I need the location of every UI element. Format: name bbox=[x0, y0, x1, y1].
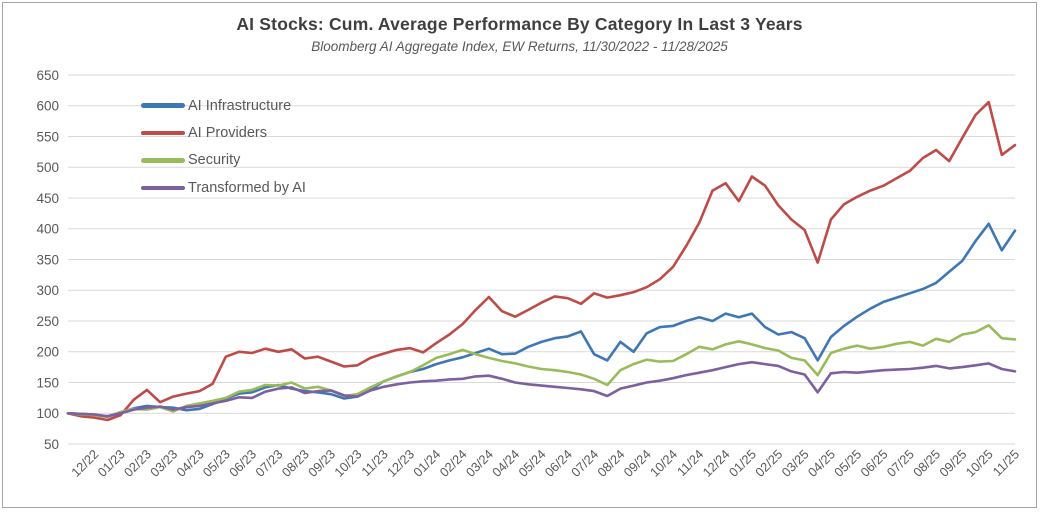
x-axis-tick-label: 08/25 bbox=[910, 447, 943, 480]
x-axis-tick-label: 03/25 bbox=[778, 447, 811, 480]
y-axis-tick-label: 300 bbox=[36, 283, 59, 298]
x-axis-tick-label: 04/23 bbox=[173, 447, 206, 480]
x-axis-tick-label: 01/25 bbox=[726, 447, 759, 480]
x-axis-tick-label: 02/25 bbox=[752, 447, 785, 480]
x-axis-tick-label: 06/24 bbox=[542, 447, 575, 480]
x-axis-tick-label: 09/24 bbox=[621, 447, 654, 480]
legend-swatch-security-icon bbox=[141, 158, 185, 163]
y-axis-tick-label: 150 bbox=[36, 375, 59, 390]
y-axis-tick-label: 500 bbox=[36, 160, 59, 175]
y-axis-tick-label: 350 bbox=[36, 252, 59, 267]
x-axis-tick-label: 05/25 bbox=[831, 447, 864, 480]
series-line-security bbox=[66, 323, 1017, 419]
x-axis-tick-label: 05/23 bbox=[200, 447, 233, 480]
y-axis-tick-label: 600 bbox=[36, 99, 59, 114]
x-axis-tick-label: 11/23 bbox=[358, 447, 391, 480]
y-axis-tick-label: 400 bbox=[36, 222, 59, 237]
x-axis-tick-label: 08/23 bbox=[279, 447, 312, 480]
x-axis-tick-label: 03/24 bbox=[463, 447, 496, 480]
chart-subtitle: Bloomberg AI Aggregate Index, EW Returns… bbox=[311, 39, 728, 54]
x-axis-tick-label: 01/24 bbox=[410, 447, 443, 480]
legend-label-security: Security bbox=[188, 152, 241, 169]
chart-title: AI Stocks: Cum. Average Performance By C… bbox=[236, 14, 803, 34]
y-axis-tick-label: 200 bbox=[36, 345, 59, 360]
x-axis-tick-label: 06/25 bbox=[857, 447, 890, 480]
y-axis-tick-label: 50 bbox=[44, 437, 59, 452]
x-axis-tick-label: 07/23 bbox=[252, 447, 285, 480]
x-axis-tick-label: 07/24 bbox=[568, 447, 601, 480]
y-axis-tick-label: 250 bbox=[36, 314, 59, 329]
y-axis-tick-label: 650 bbox=[36, 68, 59, 83]
x-axis-tick-label: 09/25 bbox=[936, 447, 969, 480]
x-axis-tick-label: 05/24 bbox=[515, 447, 548, 480]
legend-swatch-ai-infrastructure-icon bbox=[141, 103, 185, 108]
series-line-transformed-by-ai bbox=[66, 360, 1017, 418]
x-axis-tick-label: 10/25 bbox=[963, 447, 996, 480]
x-axis-tick-label: 01/23 bbox=[94, 447, 127, 480]
y-axis-tick-label: 100 bbox=[36, 406, 59, 421]
chart-legend: AI Infrastructure AI Providers Security … bbox=[141, 92, 306, 202]
legend-item-ai-providers: AI Providers bbox=[141, 119, 306, 146]
legend-item-transformed-by-ai: Transformed by AI bbox=[141, 174, 306, 201]
x-axis-tick-label: 12/23 bbox=[384, 447, 417, 480]
x-axis-tick-label: 10/23 bbox=[331, 447, 364, 480]
x-axis-tick-label: 12/24 bbox=[699, 447, 732, 480]
line-chart-plot: 50 100 150 200 250 300 350 400 450 500 550 600 650 12… bbox=[36, 68, 1023, 480]
legend-item-ai-infrastructure: AI Infrastructure bbox=[141, 92, 306, 119]
chart-frame: 50 100 150 200 250 300 350 400 450 500 550 600 650 12… bbox=[2, 2, 1037, 508]
x-axis-tick-label: 04/24 bbox=[489, 447, 522, 480]
x-axis-tick-label: 09/23 bbox=[305, 447, 338, 480]
x-axis-tick-label: 03/23 bbox=[147, 447, 180, 480]
legend-label-transformed-by-ai: Transformed by AI bbox=[188, 179, 306, 196]
x-axis-tick-label: 11/24 bbox=[674, 447, 707, 480]
x-axis-tick-label: 10/24 bbox=[647, 447, 680, 480]
x-axis-tick-label: 02/24 bbox=[436, 447, 469, 480]
x-axis-tick-label: 07/25 bbox=[884, 447, 917, 480]
x-axis-tick-label: 04/25 bbox=[805, 447, 838, 480]
legend-item-security: Security bbox=[141, 147, 306, 174]
x-axis-tick-label: 02/23 bbox=[121, 447, 154, 480]
y-axis-tick-label: 550 bbox=[36, 129, 59, 144]
legend-swatch-ai-providers-icon bbox=[141, 130, 185, 136]
legend-label-ai-providers: AI Providers bbox=[188, 125, 267, 142]
series-line-ai-infrastructure bbox=[66, 222, 1017, 418]
y-axis-tick-label: 450 bbox=[36, 191, 59, 206]
legend-label-ai-infrastructure: AI Infrastructure bbox=[188, 97, 292, 114]
series-line-ai-providers bbox=[66, 100, 1017, 422]
x-axis-tick-label: 11/25 bbox=[990, 447, 1023, 480]
x-axis-tick-label: 12/22 bbox=[68, 447, 101, 480]
x-axis-tick-label: 08/24 bbox=[594, 447, 627, 480]
x-axis-tick-label: 06/23 bbox=[226, 447, 259, 480]
legend-swatch-transformed-by-ai-icon bbox=[141, 185, 185, 191]
